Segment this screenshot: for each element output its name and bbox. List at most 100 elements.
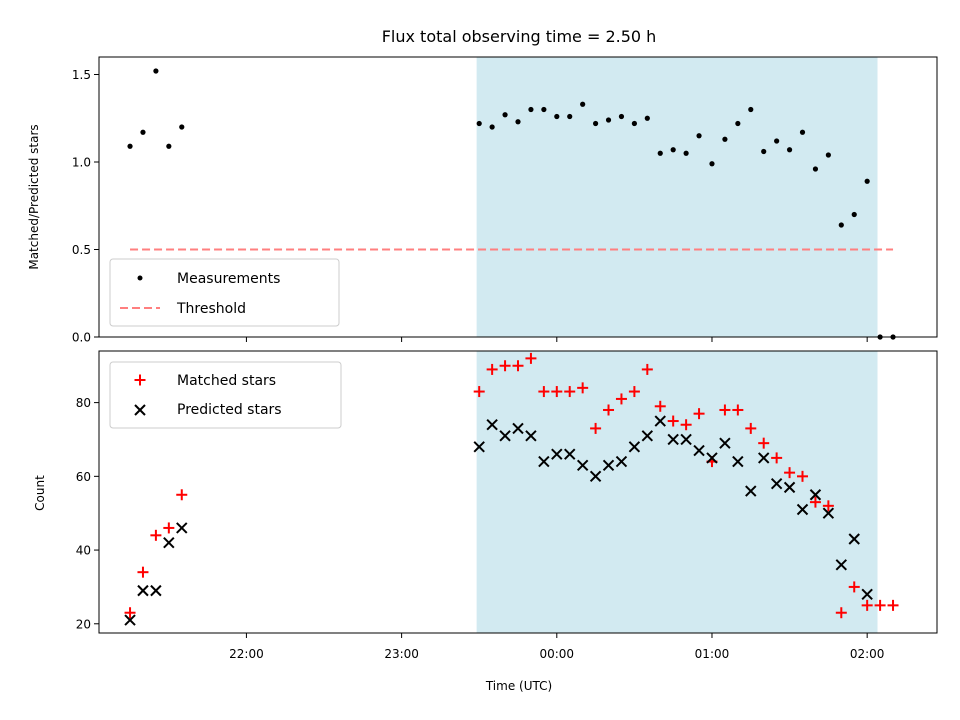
predicted-star-point xyxy=(770,477,783,490)
predicted-star-point xyxy=(628,441,641,453)
matched-legend-marker xyxy=(134,374,146,386)
matched-legend-label: Matched stars xyxy=(177,373,276,389)
predicted-star-point xyxy=(783,481,796,494)
x-tick-label: 23:00 xyxy=(384,647,419,661)
measurement-point xyxy=(761,148,767,155)
measurements-legend-label: Measurements xyxy=(177,271,280,287)
matched-star-point xyxy=(822,500,834,512)
measurement-point xyxy=(722,136,728,142)
count-legend-frame xyxy=(109,361,342,429)
measurement-point xyxy=(502,112,508,118)
measurement-point xyxy=(657,150,663,156)
matched-star-point xyxy=(577,382,589,394)
predicted-legend-marker xyxy=(134,404,146,416)
measurement-point xyxy=(127,143,133,149)
predicted-star-point xyxy=(835,559,848,571)
predicted-star-point xyxy=(602,459,615,471)
matched-star-point xyxy=(680,419,692,431)
measurements-legend-marker xyxy=(137,275,143,281)
measurement-point xyxy=(864,178,870,184)
ratio-y-label: Matched/Predicted stars xyxy=(27,124,41,269)
matched-star-point xyxy=(615,393,627,405)
measurement-points xyxy=(127,68,896,340)
matched-star-point xyxy=(512,360,524,372)
measurement-point xyxy=(528,106,534,113)
observing-window-bottom xyxy=(476,351,878,633)
matched-star-point xyxy=(693,408,705,420)
matched-star-point xyxy=(771,452,783,464)
predicted-star-point xyxy=(486,419,498,431)
matched-star-point xyxy=(667,415,679,427)
matched-star-point xyxy=(564,386,576,398)
measurement-point xyxy=(735,120,741,127)
predicted-star-point xyxy=(796,503,809,516)
measurement-point xyxy=(567,113,573,120)
count-panel-frame xyxy=(98,350,938,634)
y-tick-label: 1.0 xyxy=(72,156,91,170)
matched-star-point xyxy=(124,607,136,619)
matched-star-point xyxy=(551,386,563,398)
matched-star-point xyxy=(628,386,640,398)
predicted-star-point xyxy=(641,430,654,442)
count-x-ticks: 22:00 23:00 00:00 01:00 02:00 xyxy=(229,633,884,661)
predicted-star-point xyxy=(124,614,136,626)
matched-star-point xyxy=(603,404,615,416)
matched-star-point xyxy=(163,522,175,534)
y-tick-label: 80 xyxy=(76,396,91,410)
x-tick-label: 02:00 xyxy=(850,647,885,661)
predicted-star-point xyxy=(732,455,744,468)
measurement-point xyxy=(774,138,780,144)
matched-star-point xyxy=(797,470,809,482)
predicted-star-point xyxy=(667,433,679,446)
count-panel: 20 40 60 80 22:00 23:00 00:00 01:00 02:00 Count… xyxy=(33,350,938,693)
predicted-legend-glyph xyxy=(134,404,146,416)
y-tick-label: 0.5 xyxy=(72,243,91,257)
predicted-star-point xyxy=(576,459,589,471)
measurement-point xyxy=(554,113,560,120)
measurement-point xyxy=(825,152,831,158)
matched-stars-points xyxy=(124,352,899,619)
matched-star-point xyxy=(137,566,149,578)
matched-star-point xyxy=(150,529,162,541)
ratio-panel-frame xyxy=(98,56,938,338)
predicted-star-point xyxy=(176,522,188,534)
matched-star-point xyxy=(176,489,188,501)
ratio-panel: 0.0 0.5 1.0 1.5 Matched/Predicted stars Mea… xyxy=(27,56,938,345)
y-tick-label: 60 xyxy=(76,470,91,484)
matched-star-point xyxy=(809,496,821,508)
measurement-point xyxy=(838,222,844,228)
measurement-point xyxy=(618,113,625,120)
predicted-star-point xyxy=(163,536,175,549)
chart-title: Flux total observing time = 2.50 h xyxy=(382,27,657,46)
predicted-star-point xyxy=(758,452,770,464)
y-tick-label: 0.0 xyxy=(72,331,91,345)
count-y-ticks: 20 40 60 80 xyxy=(76,396,99,631)
matched-star-point xyxy=(590,422,602,434)
predicted-star-point xyxy=(551,448,563,460)
measurement-point xyxy=(515,119,521,125)
ratio-x-ticks xyxy=(245,337,868,342)
measurement-point xyxy=(851,211,857,218)
measurement-point xyxy=(812,166,819,172)
predicted-star-point xyxy=(150,584,162,597)
predicted-star-point xyxy=(654,415,666,427)
measurement-point xyxy=(631,120,637,127)
matched-legend-glyph xyxy=(134,374,146,386)
y-tick-label: 40 xyxy=(76,544,91,558)
measurement-point xyxy=(592,120,599,127)
matched-star-point xyxy=(835,607,847,619)
measurement-point xyxy=(153,68,159,74)
ratio-legend-frame xyxy=(109,258,340,327)
measurement-point xyxy=(799,129,806,135)
measurement-point xyxy=(696,133,702,139)
x-tick-label: 22:00 xyxy=(229,647,264,661)
predicted-star-point xyxy=(848,533,860,545)
matched-star-point xyxy=(486,363,498,375)
predicted-star-point xyxy=(473,441,485,453)
y-tick-label: 20 xyxy=(76,617,91,631)
ratio-y-ticks: 0.0 0.5 1.0 1.5 xyxy=(72,68,99,345)
measurement-point xyxy=(748,106,754,113)
matched-star-point xyxy=(874,599,886,611)
matched-star-point xyxy=(641,363,653,375)
